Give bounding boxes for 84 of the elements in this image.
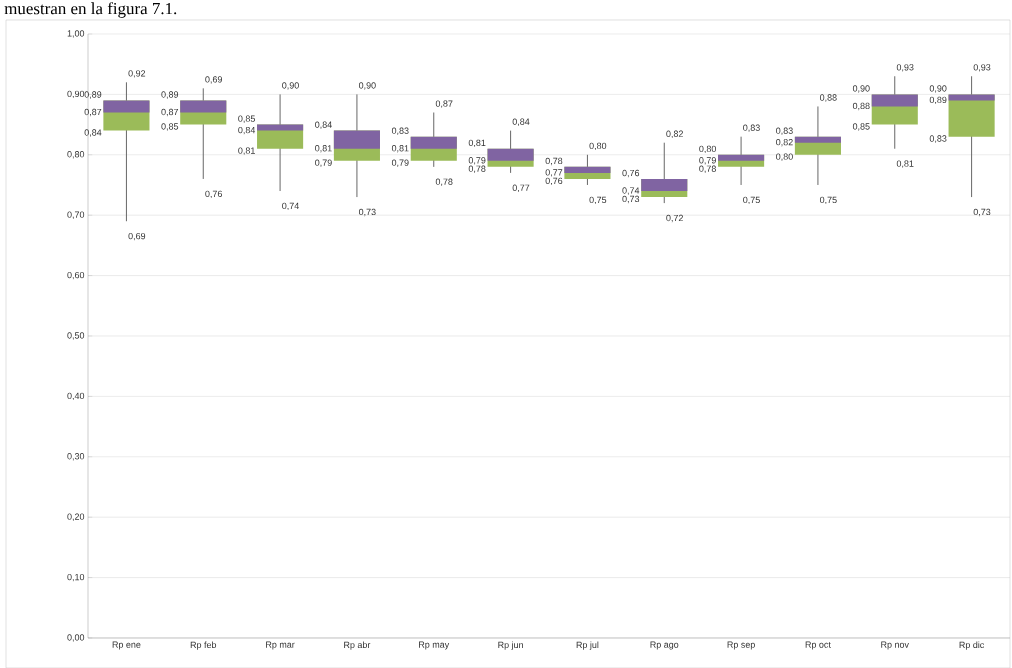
annotation: 0,90	[929, 85, 947, 93]
annotation: 0,88	[852, 102, 870, 111]
annotation: 0,82	[776, 139, 793, 147]
annotation: 0,79	[315, 159, 332, 167]
annotation: 0,88	[819, 94, 837, 102]
y-tick-label: 0,00	[67, 634, 85, 642]
x-tick-label: Rp mar	[266, 641, 295, 650]
annotation: 0,73	[973, 208, 991, 217]
annotation: 0,76	[545, 177, 563, 186]
annotation: 0,79	[391, 159, 409, 167]
y-tick-label: 0,30	[67, 453, 85, 461]
annotation: 0,76	[205, 190, 223, 199]
x-tick-label: Rp nov	[881, 641, 909, 650]
annotation: 0,79	[468, 157, 486, 165]
annotation: 0,73	[358, 208, 376, 217]
annotation: 0,76	[622, 169, 640, 178]
annotation: 0,75	[589, 196, 607, 205]
annotation: 0,82	[666, 130, 683, 138]
x-tick-label: Rp ene	[112, 641, 141, 650]
annotation: 0,81	[315, 145, 332, 153]
annotation: 0,81	[391, 145, 409, 153]
annotation: 0,77	[545, 169, 563, 177]
annotation: 0,84	[512, 118, 530, 126]
x-tick-label: Rp dic	[959, 641, 985, 650]
annotation: 0,78	[699, 165, 716, 173]
y-tick-label: 0,90	[67, 90, 85, 99]
y-tick-label: 0,40	[67, 392, 85, 401]
annotation: 0,89	[929, 96, 947, 105]
annotation: 0,78	[545, 157, 563, 166]
annotation: 0,87	[84, 108, 102, 117]
x-tick-label: Rp jul	[576, 641, 599, 650]
x-tick-label: Rp oct	[805, 641, 831, 650]
x-tick-label: Rp feb	[190, 641, 217, 650]
annotation: 0,83	[929, 135, 947, 143]
annotation: 0,80	[589, 142, 607, 151]
y-tick-label: 0,20	[67, 513, 85, 521]
annotation: 0,89	[84, 91, 102, 99]
annotation: 0,93	[896, 64, 914, 72]
annotation: 0,81	[238, 147, 255, 155]
annotation: 0,90	[282, 82, 299, 90]
annotation: 0,74	[282, 202, 299, 211]
x-tick-label: Rp sep	[727, 641, 755, 650]
annotation: 0,92	[128, 70, 146, 78]
annotation: 0,69	[205, 76, 222, 84]
annotation: 0,89	[161, 91, 179, 99]
annotation: 0,77	[512, 184, 530, 192]
annotation: 0,81	[896, 160, 914, 168]
annotation: 0,84	[84, 129, 102, 137]
y-tick-label: 0,50	[67, 332, 85, 340]
y-tick-label: 0,80	[67, 151, 85, 159]
y-tick-label: 0,70	[67, 211, 85, 219]
annotation: 0,69	[128, 232, 146, 241]
annotation: 0,85	[852, 123, 870, 131]
annotation: 0,74	[622, 187, 640, 195]
x-tick-label: Rp abr	[344, 641, 371, 650]
x-tick-label: Rp may	[419, 641, 450, 650]
annotation: 0,84	[315, 121, 332, 129]
text: muestran en la figura 7.1.	[4, 2, 177, 18]
annotation: 0,75	[743, 196, 760, 205]
annotation: 0,87	[435, 100, 453, 108]
x-tick-label: Rp jun	[498, 641, 523, 650]
annotation: 0,78	[468, 165, 486, 173]
y-tick-label: 1,00	[67, 30, 85, 38]
annotation: 0,85	[238, 115, 255, 123]
y-tick-label: 0,10	[67, 573, 85, 582]
y-tick-label: 0,60	[67, 271, 85, 280]
annotation: 0,78	[435, 178, 453, 186]
annotation: 0,83	[776, 127, 793, 135]
annotation: 0,75	[819, 196, 837, 205]
annotation: 0,79	[699, 157, 716, 165]
annotation: 0,90	[852, 85, 870, 93]
annotation: 0,80	[699, 145, 716, 154]
annotation: 0,87	[161, 108, 179, 117]
annotation: 0,90	[358, 82, 376, 90]
annotation: 0,73	[622, 195, 640, 204]
annotation: 0,80	[776, 153, 793, 161]
annotation: 0,84	[238, 126, 256, 135]
annotation: 0,72	[666, 214, 683, 223]
annotation: 0,81	[468, 139, 486, 148]
annotation: 0,93	[973, 64, 991, 72]
x-tick-label: Rp ago	[650, 641, 679, 650]
annotation: 0,83	[391, 127, 409, 135]
annotation: 0,85	[161, 123, 179, 131]
annotation: 0,83	[743, 124, 760, 132]
